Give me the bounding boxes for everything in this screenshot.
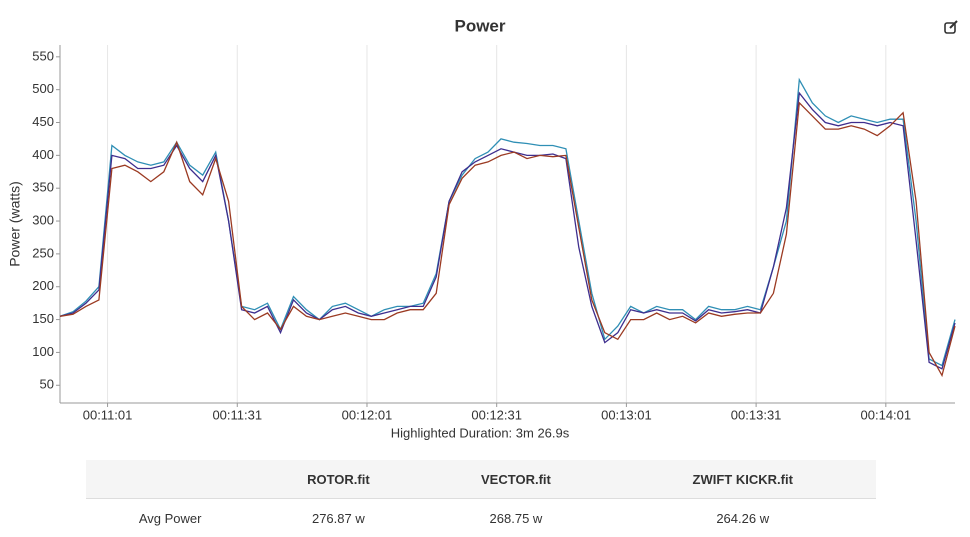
y-tick-label: 500 [32, 81, 54, 96]
summary-table: ROTOR.fit VECTOR.fit ZWIFT KICKR.fit Avg… [86, 460, 876, 537]
y-tick-label: 250 [32, 245, 54, 260]
header-cell: ZWIFT KICKR.fit [609, 460, 876, 499]
y-tick-label: 550 [32, 48, 54, 63]
chart-title: Power [454, 16, 505, 35]
header-cell: ROTOR.fit [254, 460, 422, 499]
edit-icon[interactable] [945, 21, 957, 33]
x-tick-label: 00:11:31 [212, 407, 262, 422]
x-tick-label: 00:12:01 [342, 407, 393, 422]
x-tick-label: 00:11:01 [83, 407, 133, 422]
y-tick-label: 350 [32, 180, 54, 195]
data-row: Avg Power 276.87 w 268.75 w 264.26 w [86, 499, 876, 537]
y-tick-label: 100 [32, 344, 54, 359]
series-line [60, 93, 955, 369]
y-tick-label: 450 [32, 114, 54, 129]
x-tick-label: 00:13:01 [601, 407, 652, 422]
y-tick-label: 400 [32, 147, 54, 162]
header-cell: VECTOR.fit [422, 460, 609, 499]
x-tick-label: 00:14:01 [861, 407, 912, 422]
y-tick-label: 50 [40, 377, 54, 392]
header-row: ROTOR.fit VECTOR.fit ZWIFT KICKR.fit [86, 460, 876, 499]
x-tick-label: 00:12:31 [471, 407, 522, 422]
y-axis-label: Power (watts) [7, 181, 23, 267]
header-cell [86, 460, 254, 499]
chart: Power Power (watts) Highlighted Duration… [0, 0, 970, 450]
series-line [60, 80, 955, 366]
row-label: Avg Power [86, 499, 254, 537]
cell: 264.26 w [609, 499, 876, 537]
y-tick-label: 200 [32, 278, 54, 293]
y-tick-label: 150 [32, 311, 54, 326]
cell: 276.87 w [254, 499, 422, 537]
x-axis-label: Highlighted Duration: 3m 26.9s [391, 425, 570, 440]
series-line [60, 103, 955, 376]
y-tick-label: 300 [32, 212, 54, 227]
cell: 268.75 w [422, 499, 609, 537]
x-tick-label: 00:13:31 [731, 407, 782, 422]
